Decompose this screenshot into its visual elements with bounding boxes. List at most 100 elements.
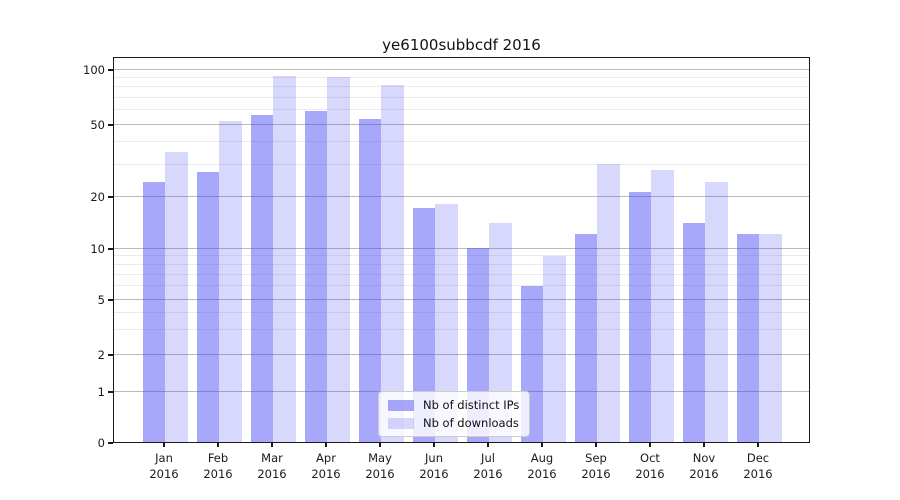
y-tick-mark-5 [108,299,113,301]
bar-downloads-nov [705,181,728,442]
x-tick-label-oct: Oct 2016 [622,450,678,482]
x-tick-label-text: 2016 [149,467,179,481]
x-tick-mark-dec [757,443,759,447]
bar-distinct-ips-oct [628,192,651,442]
x-tick-label-jun: Jun 2016 [406,450,462,482]
x-tick-label-jul: Jul 2016 [460,450,516,482]
x-tick-label-text: Jul [481,451,495,465]
x-tick-mark-may [379,443,381,447]
x-tick-label-aug: Aug 2016 [514,450,570,482]
y-tick-mark-50 [108,124,113,126]
gridline-minor [114,273,809,275]
y-tick-mark-1 [108,391,113,393]
x-tick-label-text: 2016 [365,467,395,481]
bar-downloads-feb [219,120,242,442]
bar-downloads-apr [327,77,350,442]
x-tick-label-mar: Mar 2016 [244,450,300,482]
y-tick-mark-0 [108,442,113,444]
x-tick-mark-jan [163,443,165,447]
x-tick-mark-jun [433,443,435,447]
x-tick-label-dec: Dec 2016 [730,450,786,482]
x-tick-label-text: 2016 [635,467,665,481]
bar-downloads-jul [489,222,512,442]
bar-distinct-ips-dec [736,234,759,442]
x-tick-label-feb: Feb 2016 [190,450,246,482]
y-tick-label-5: 5 [97,293,105,307]
plot-area [113,57,810,443]
bar-downloads-jan [165,152,188,442]
x-tick-label-text: 2016 [581,467,611,481]
x-tick-mark-mar [271,443,273,447]
x-tick-label-text: 2016 [203,467,233,481]
x-tick-label-text: Dec [746,451,770,465]
x-tick-label-text: 2016 [689,467,719,481]
x-tick-label-text: 2016 [311,467,341,481]
x-tick-mark-jul [487,443,489,447]
gridline-5 [114,298,809,300]
bar-distinct-ips-jun [412,208,435,442]
y-tick-label-100: 100 [83,63,105,77]
bar-downloads-sep [597,164,620,442]
bar-distinct-ips-jan [142,181,165,442]
gridline-minor [114,163,809,165]
gridline-minor [114,141,809,143]
x-tick-label-text: Mar [261,451,283,465]
x-tick-label-jan: Jan 2016 [136,450,192,482]
bar-downloads-aug [543,255,566,442]
gridline-minor [114,255,809,257]
gridline-2 [114,353,809,355]
x-tick-label-text: 2016 [257,467,287,481]
x-tick-label-text: Apr [316,451,336,465]
y-tick-label-2: 2 [97,348,105,362]
bar-downloads-oct [651,169,674,442]
bar-downloads-may [381,84,404,442]
x-tick-label-text: 2016 [419,467,449,481]
y-tick-label-20: 20 [90,190,105,204]
gridline-20 [114,195,809,197]
x-tick-mark-nov [703,443,705,447]
x-tick-mark-apr [325,443,327,447]
gridline-minor [114,329,809,331]
x-tick-label-nov: Nov 2016 [676,450,732,482]
legend: Nb of distinct IPs Nb of downloads [378,391,531,437]
x-tick-mark-aug [541,443,543,447]
y-tick-label-50: 50 [90,118,105,132]
y-tick-label-0: 0 [97,436,105,450]
gridline-minor [114,263,809,265]
legend-label-distinct-ips: Nb of distinct IPs [423,398,520,412]
bar-distinct-ips-feb [196,172,219,442]
bar-distinct-ips-mar [250,115,273,442]
legend-label-downloads: Nb of downloads [423,416,519,430]
y-tick-mark-20 [108,196,113,198]
gridline-minor [114,96,809,98]
bar-distinct-ips-may [358,119,381,442]
y-tick-label-1: 1 [97,385,105,399]
chart-title: ye6100subbcdf 2016 [382,36,541,54]
gridline-minor [114,76,809,78]
x-tick-label-text: May [368,451,392,465]
x-tick-label-text: Aug [530,451,554,465]
x-tick-mark-oct [649,443,651,447]
bar-downloads-dec [759,234,782,442]
legend-item-distinct-ips: Nb of distinct IPs [388,398,519,412]
gridline-minor [114,86,809,88]
legend-swatch-downloads [388,417,414,429]
bar-downloads-mar [273,76,296,442]
x-tick-mark-feb [217,443,219,447]
x-tick-label-text: Oct [640,451,660,465]
y-tick-mark-100 [108,69,113,71]
x-tick-label-text: 2016 [743,467,773,481]
x-tick-label-may: May 2016 [352,450,408,482]
x-tick-label-text: 2016 [473,467,503,481]
bar-distinct-ips-nov [682,222,705,442]
gridline-50 [114,123,809,125]
x-tick-label-apr: Apr 2016 [298,450,354,482]
y-tick-label-10: 10 [90,242,105,256]
gridline-100 [114,68,809,70]
x-tick-label-text: Jun [425,451,443,465]
x-tick-label-sep: Sep 2016 [568,450,624,482]
gridline-10 [114,247,809,249]
x-tick-label-text: Sep [585,451,607,465]
bar-distinct-ips-sep [574,234,597,442]
